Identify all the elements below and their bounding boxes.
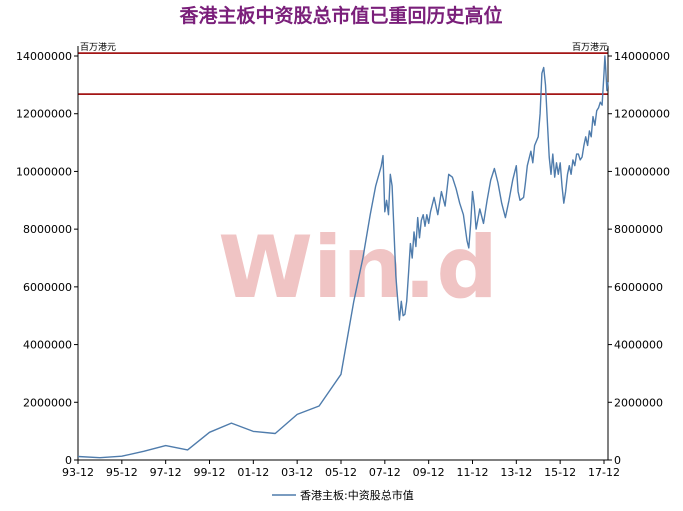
- left-y-tick-label: 6000000: [23, 281, 72, 294]
- reference-lines: [78, 52, 608, 95]
- left-y-tick-label: 10000000: [16, 165, 72, 178]
- left-unit-label: 百万港元: [80, 41, 116, 53]
- right-y-tick-label: 14000000: [614, 50, 670, 63]
- series-layer: [77, 55, 609, 459]
- right-unit-label: 百万港元: [572, 41, 608, 53]
- x-tick-label: 05-12: [325, 466, 357, 479]
- right-y-tick-label: 8000000: [614, 223, 663, 236]
- left-y-tick-label: 14000000: [16, 50, 72, 63]
- x-tick-label: 97-12: [150, 466, 182, 479]
- wind-watermark: Win.d: [218, 218, 498, 318]
- right-y-tick-label: 4000000: [614, 339, 663, 352]
- right-y-tick-label: 10000000: [614, 165, 670, 178]
- x-tick-label: 17-12: [588, 466, 620, 479]
- x-tick-label: 15-12: [544, 466, 576, 479]
- x-tick-label: 13-12: [500, 466, 532, 479]
- left-y-tick-label: 2000000: [23, 396, 72, 409]
- left-y-tick-label: 12000000: [16, 108, 72, 121]
- x-tick-label: 11-12: [457, 466, 489, 479]
- x-tick-label: 09-12: [413, 466, 445, 479]
- left-y-tick-label: 0: [65, 454, 72, 467]
- series-line: [77, 55, 609, 459]
- right-y-tick-label: 0: [614, 454, 621, 467]
- legend-label: 香港主板:中资股总市值: [300, 488, 414, 502]
- x-tick-label: 03-12: [281, 466, 313, 479]
- x-tick-label: 93-12: [62, 466, 94, 479]
- right-y-tick-label: 12000000: [614, 108, 670, 121]
- right-y-tick-label: 2000000: [614, 396, 663, 409]
- right-y-tick-label: 6000000: [614, 281, 663, 294]
- left-y-tick-label: 4000000: [23, 339, 72, 352]
- x-tick-label: 07-12: [369, 466, 401, 479]
- x-tick-label: 01-12: [237, 466, 269, 479]
- x-tick-label: 99-12: [194, 466, 226, 479]
- legend: 香港主板:中资股总市值: [272, 488, 414, 502]
- axes: 0 0 2000000 2000000 4000000 4000000 6000000 600…: [16, 46, 670, 479]
- chart-title: 香港主板中资股总市值已重回历史高位: [178, 4, 502, 27]
- x-tick-label: 95-12: [106, 466, 138, 479]
- left-y-tick-label: 8000000: [23, 223, 72, 236]
